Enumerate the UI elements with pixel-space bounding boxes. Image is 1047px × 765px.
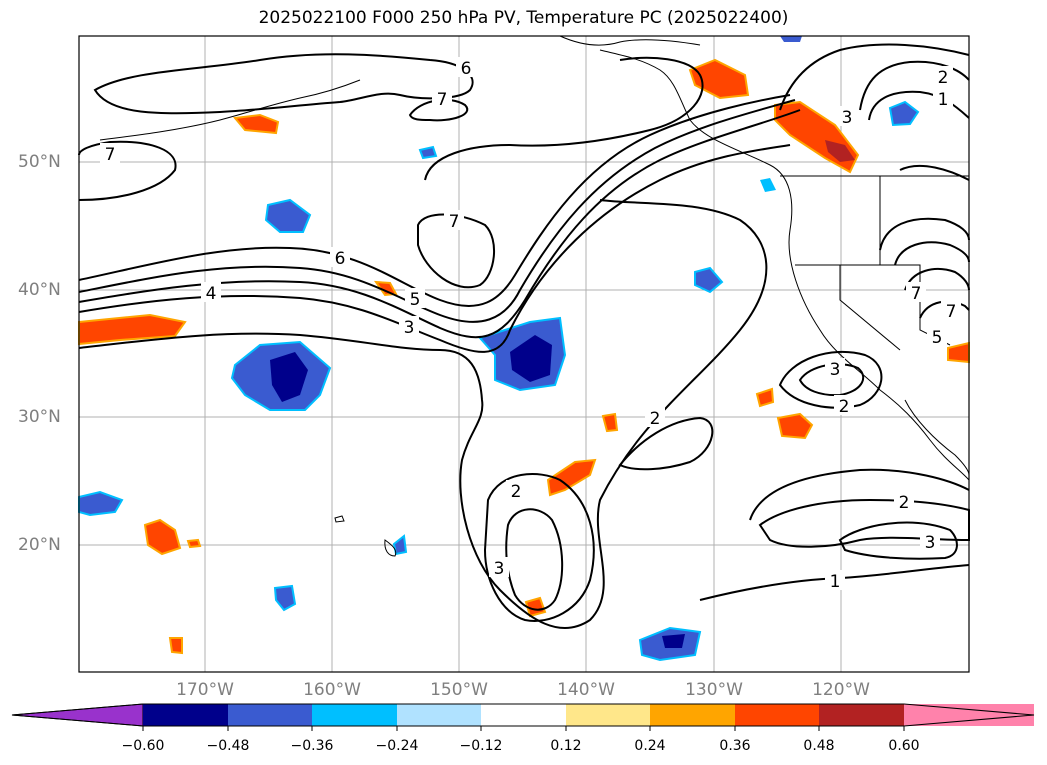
lon-label-160w: 160°W (303, 680, 361, 700)
contour-label: 3 (830, 360, 841, 380)
contour-label: 4 (206, 284, 217, 304)
colorbar-tick-label: 0.12 (550, 738, 582, 754)
colorbar-tick-label: −0.24 (375, 738, 419, 754)
colorbar-tick-label: −0.36 (290, 738, 334, 754)
colorbar-high-extension (904, 704, 1034, 726)
colorbar-tick-label: 0.24 (634, 738, 666, 754)
contour-label: 6 (335, 249, 346, 269)
contour-label: 2 (650, 409, 661, 429)
map-title: 2025022100 F000 250 hPa PV, Temperature … (258, 8, 789, 28)
lon-label-130w: 130°W (685, 680, 743, 700)
positive-anomaly-areas (78, 58, 970, 655)
lat-label-40n: 40°N (18, 280, 61, 300)
colorbar-bin (650, 704, 735, 726)
colorbar-bin (819, 704, 904, 726)
colorbar-tick-label: 0.60 (888, 738, 920, 754)
colorbar-bin (735, 704, 819, 726)
contour-label: 2 (899, 493, 910, 513)
contour-label: 2 (511, 482, 522, 502)
coastlines (99, 35, 970, 557)
contour-label: 3 (404, 318, 415, 338)
colorbar-bin (481, 704, 566, 726)
colorbar-tick-label: −0.48 (206, 738, 250, 754)
contour-label: 2 (839, 397, 850, 417)
colorbar-bin (397, 704, 481, 726)
contour-label: 5 (932, 328, 943, 348)
colorbar-tick-label: −0.12 (459, 738, 503, 754)
lon-label-150w: 150°W (430, 680, 488, 700)
contour-label: 7 (946, 302, 957, 322)
lat-label-30n: 30°N (18, 407, 61, 427)
contour-label: 2 (938, 68, 949, 88)
pv-contours (78, 43, 970, 630)
contour-label: 5 (410, 290, 421, 310)
contour-label-group: 6 7 7 7 6 4 5 3 2 2 2 3 3 2 3 1 2 1 3 (100, 57, 961, 592)
colorbar-tick-label: −0.60 (121, 738, 165, 754)
lon-label-140w: 140°W (557, 680, 615, 700)
contour-label: 3 (925, 533, 936, 553)
contour-label: 7 (437, 90, 448, 110)
colorbar-bin (143, 704, 228, 726)
contour-label: 6 (461, 59, 472, 79)
contour-label: 7 (105, 145, 116, 165)
contour-label: 3 (494, 559, 505, 579)
colorbar-bin (566, 704, 650, 726)
contour-label: 1 (830, 572, 841, 592)
colorbar-low-extension (11, 703, 144, 727)
colorbar-tick-label: 0.48 (803, 738, 835, 754)
negative-anomaly-areas (78, 36, 920, 662)
lat-label-20n: 20°N (18, 535, 61, 555)
colorbar-bin (312, 704, 397, 726)
contour-label: 7 (911, 284, 922, 304)
colorbar-tick-label: 0.36 (719, 738, 751, 754)
colorbar-bin (228, 704, 312, 726)
contour-label: 7 (449, 212, 460, 232)
map-frame (78, 35, 970, 673)
lon-label-120w: 120°W (812, 680, 870, 700)
colorbar (11, 700, 1047, 731)
contour-label: 1 (938, 90, 949, 110)
contour-label: 3 (842, 108, 853, 128)
lon-label-170w: 170°W (176, 680, 234, 700)
lat-label-50n: 50°N (18, 152, 61, 172)
